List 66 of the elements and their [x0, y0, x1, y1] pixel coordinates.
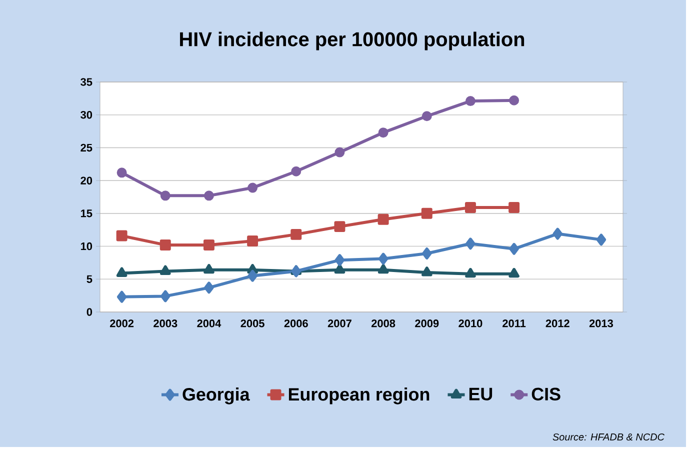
point: [422, 111, 432, 122]
x-tick-label: 2012: [546, 320, 570, 328]
point: [378, 214, 389, 225]
point: [290, 228, 302, 240]
point: [334, 254, 345, 266]
point: [465, 268, 476, 278]
legend-label: Georgia: [182, 388, 250, 404]
point: [552, 228, 562, 240]
x-tick-label: 2004: [197, 320, 222, 328]
y-tick-label: 15: [80, 210, 92, 218]
y-tick-label: 35: [80, 78, 92, 86]
x-tick-label: 2002: [110, 320, 134, 328]
y-tick-label: 0: [86, 308, 92, 316]
x-tick-label: 2007: [328, 320, 352, 328]
x-tick-label: 2008: [371, 320, 396, 328]
point: [116, 168, 127, 178]
point: [116, 267, 128, 277]
point: [378, 252, 388, 265]
point: [160, 290, 170, 302]
point: [422, 266, 432, 276]
point: [508, 268, 520, 278]
x-tick-label: 2006: [284, 320, 308, 328]
point: [291, 265, 301, 278]
point: [160, 239, 171, 250]
point: [116, 290, 127, 303]
point: [248, 270, 258, 282]
point: [508, 202, 520, 213]
y-tick-label: 5: [86, 275, 92, 283]
point: [248, 182, 258, 193]
y-tick-label: 30: [80, 110, 92, 119]
point: [378, 264, 389, 274]
y-tick-label: 25: [80, 144, 92, 152]
point: [334, 221, 346, 232]
point: [204, 264, 214, 274]
point: [465, 96, 476, 106]
point: [204, 190, 214, 201]
x-tick-label: 2003: [154, 320, 178, 328]
point: [421, 208, 432, 219]
x-tick-label: 2013: [589, 320, 614, 328]
source-note: Source: HFADB & NCDC: [552, 433, 665, 441]
x-tick-label: 2009: [415, 320, 439, 328]
point: [291, 166, 302, 176]
point: [160, 190, 170, 201]
legend-label: CIS: [532, 388, 560, 400]
point: [334, 264, 346, 274]
chart-title: HIV incidence per 100000 population: [180, 32, 524, 50]
point: [422, 248, 432, 260]
point: [464, 202, 476, 213]
point: [509, 95, 520, 106]
x-tick-label: 2010: [458, 320, 482, 328]
x-tick-label: 2005: [240, 320, 264, 328]
legend-label: EU: [469, 388, 492, 400]
point: [334, 147, 345, 158]
x-tick-label: 2011: [502, 320, 526, 328]
y-tick-label: 20: [80, 176, 92, 184]
point: [509, 242, 519, 255]
point: [116, 230, 128, 242]
legend-label: European region: [288, 388, 430, 404]
point: [204, 282, 214, 294]
y-tick-label: 10: [80, 242, 92, 250]
point: [247, 236, 258, 246]
point: [466, 238, 476, 250]
point: [203, 239, 214, 250]
point: [378, 128, 388, 138]
point: [596, 234, 606, 246]
point: [160, 265, 171, 275]
